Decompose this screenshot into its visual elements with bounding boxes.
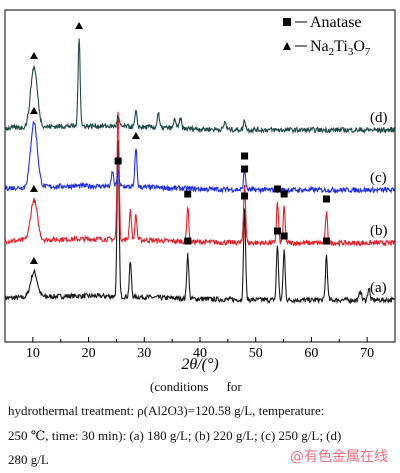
legend-square-icon: [283, 18, 291, 26]
anatase-marker: [114, 157, 122, 165]
xrd-chart: (a) (b) (c) (d) 10 20 30 40 50 60 70 Anatase Na2Ti…: [4, 9, 396, 373]
anatase-marker: [273, 185, 281, 193]
xrd-pattern-0: [4, 140, 395, 305]
na2ti3o7-marker: [29, 257, 38, 264]
xrd-pattern-3: [4, 38, 395, 135]
anatase-marker: [241, 152, 249, 160]
plot-frame: [4, 9, 396, 343]
legend-label: Anatase: [310, 14, 362, 31]
x-tick-label: 10: [26, 346, 40, 361]
na2ti3o7-marker: [131, 132, 140, 139]
anatase-marker: [280, 190, 288, 198]
x-tick-label: 40: [193, 346, 207, 361]
caption-line-2: hydrothermal treatment: ρ(Al2O3)=120.58 …: [8, 403, 325, 418]
na2ti3o7-marker: [29, 185, 38, 192]
x-tick-label: 30: [137, 346, 151, 361]
pattern-label-3: (d): [370, 110, 388, 126]
anatase-marker: [273, 227, 281, 235]
na2ti3o7-marker: [29, 52, 38, 59]
pattern-label-2: (c): [370, 170, 387, 186]
anatase-marker: [184, 190, 192, 198]
legend-label: Na2Ti3O7: [310, 38, 371, 58]
caption-line-4: 280 g/L: [8, 452, 49, 467]
pattern-label-1: (b): [370, 223, 388, 239]
anatase-marker: [322, 237, 330, 245]
caption-line-3: 250 ℃, time: 30 min): (a) 180 g/L; (b) 2…: [8, 428, 342, 443]
anatase-marker: [241, 192, 249, 200]
legend-triangle-icon: [283, 42, 291, 50]
watermark-text: @有色金属在线: [290, 449, 388, 465]
anatase-marker: [241, 165, 249, 173]
na2ti3o7-marker: [75, 22, 84, 29]
x-tick-label: 50: [249, 346, 263, 361]
xrd-pattern-2: [4, 121, 395, 195]
anatase-marker: [184, 237, 192, 245]
x-tick-label: 70: [360, 346, 374, 361]
na2ti3o7-marker: [29, 107, 38, 114]
anatase-marker: [322, 195, 330, 203]
x-tick-label: 60: [304, 346, 318, 361]
pattern-label-0: (a): [370, 280, 387, 296]
anatase-marker: [280, 232, 288, 240]
x-axis-label: 2θ/(°): [181, 356, 218, 373]
x-tick-label: 20: [82, 346, 96, 361]
caption-line-1: (conditions for: [150, 379, 242, 394]
